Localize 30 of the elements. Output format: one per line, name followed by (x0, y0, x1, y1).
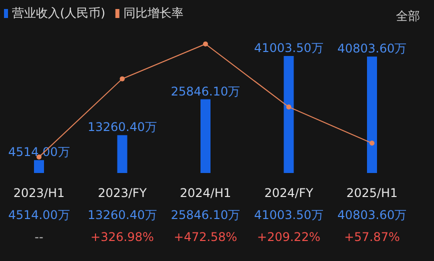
bar (117, 135, 128, 173)
data-label: +326.98% (90, 230, 154, 244)
text: 41003.50万 (254, 41, 324, 55)
data-label: -- (34, 230, 44, 244)
x-tick-label: 2024/H1 (180, 186, 232, 200)
data-label: +209.22% (257, 230, 320, 244)
text: 25846.10万 (170, 84, 240, 98)
point (286, 104, 292, 110)
text: 40803.60万 (337, 42, 407, 56)
data-label: +57.87% (344, 230, 400, 244)
bar (34, 160, 44, 173)
bar (200, 99, 210, 173)
legend-label: 同比增长率 (123, 6, 184, 20)
x-tick-label: 2024/FY (264, 186, 314, 200)
point (120, 76, 125, 82)
point (370, 140, 374, 146)
legend-label: 营业收入(人民币) (12, 6, 106, 20)
data-label: +472.58% (174, 230, 238, 244)
bar (284, 56, 294, 173)
data-label: 13260.40万 (88, 208, 157, 222)
bar (367, 56, 377, 173)
x-tick-label: 2023/H1 (13, 186, 65, 200)
data-label: 4514.00万 (8, 208, 70, 222)
text: 13260.40万 (88, 120, 157, 134)
x-tick-label: 2023/FY (98, 186, 148, 200)
text: 全部 (396, 9, 420, 23)
data-label: 41003.50万 (254, 208, 324, 222)
data-label: 25846.10万 (170, 208, 240, 222)
data-label: 40803.60万 (337, 208, 407, 222)
x-tick-label: 2025/H1 (346, 186, 398, 200)
